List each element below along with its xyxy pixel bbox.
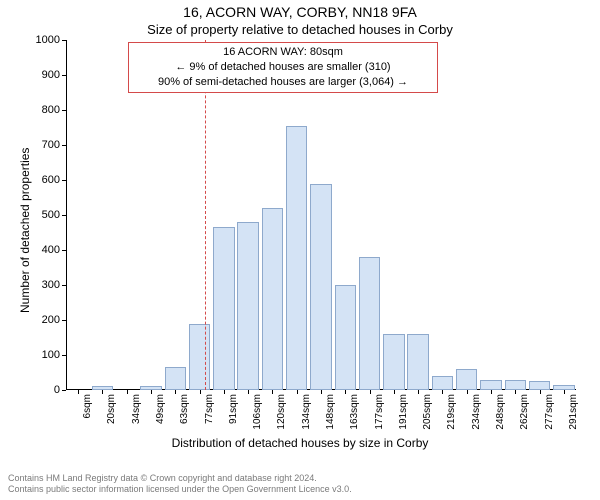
y-tick-mark	[62, 250, 66, 251]
histogram-bar	[335, 285, 356, 390]
x-tick-mark	[467, 390, 468, 394]
x-tick-label: 191sqm	[398, 394, 409, 430]
y-tick-mark	[62, 320, 66, 321]
x-tick-label: 248sqm	[495, 394, 506, 430]
y-tick-mark	[62, 355, 66, 356]
chart-title-sub: Size of property relative to detached ho…	[0, 22, 600, 37]
x-tick-mark	[297, 390, 298, 394]
x-tick-mark	[248, 390, 249, 394]
chart-title-main: 16, ACORN WAY, CORBY, NN18 9FA	[0, 4, 600, 20]
x-tick-mark	[442, 390, 443, 394]
histogram-bar	[165, 367, 186, 390]
x-tick-mark	[491, 390, 492, 394]
x-tick-mark	[151, 390, 152, 394]
x-tick-mark	[321, 390, 322, 394]
y-axis-line	[66, 40, 67, 390]
x-tick-label: 34sqm	[131, 394, 142, 424]
annotation-callout: 16 ACORN WAY: 80sqm ← 9% of detached hou…	[128, 42, 438, 93]
x-tick-mark	[200, 390, 201, 394]
y-tick-mark	[62, 215, 66, 216]
histogram-bar	[262, 208, 283, 390]
x-tick-label: 234sqm	[471, 394, 482, 430]
x-tick-mark	[175, 390, 176, 394]
y-tick-label: 200	[42, 314, 60, 326]
x-tick-mark	[515, 390, 516, 394]
x-tick-label: 277sqm	[544, 394, 555, 430]
histogram-bar	[432, 376, 453, 390]
y-tick-mark	[62, 180, 66, 181]
x-tick-mark	[102, 390, 103, 394]
y-tick-mark	[62, 40, 66, 41]
x-tick-mark	[224, 390, 225, 394]
histogram-bar	[480, 380, 501, 391]
x-tick-label: 120sqm	[276, 394, 287, 430]
y-tick-label: 900	[42, 69, 60, 81]
x-tick-mark	[564, 390, 565, 394]
histogram-bar	[529, 381, 550, 390]
attribution-text: Contains HM Land Registry data © Crown c…	[8, 473, 352, 496]
x-axis-label: Distribution of detached houses by size …	[0, 436, 600, 450]
y-axis-label: Number of detached properties	[18, 148, 32, 313]
x-tick-mark	[272, 390, 273, 394]
y-tick-label: 100	[42, 349, 60, 361]
x-tick-label: 177sqm	[374, 394, 385, 430]
histogram-bar	[189, 324, 210, 391]
x-tick-label: 262sqm	[519, 394, 530, 430]
annotation-line-1: 16 ACORN WAY: 80sqm	[135, 45, 431, 60]
y-tick-label: 500	[42, 209, 60, 221]
histogram-bar	[237, 222, 258, 390]
attribution-line-1: Contains HM Land Registry data © Crown c…	[8, 473, 352, 485]
x-tick-label: 134sqm	[301, 394, 312, 430]
annotation-line-2: ← 9% of detached houses are smaller (310…	[135, 60, 431, 75]
annotation-line-3: 90% of semi-detached houses are larger (…	[135, 75, 431, 90]
attribution-line-2: Contains public sector information licen…	[8, 484, 352, 496]
y-tick-mark	[62, 75, 66, 76]
x-tick-label: 63sqm	[179, 394, 190, 424]
histogram-bar	[407, 334, 428, 390]
y-tick-label: 700	[42, 139, 60, 151]
x-tick-label: 106sqm	[252, 394, 263, 430]
x-tick-mark	[127, 390, 128, 394]
histogram-bar	[213, 227, 234, 390]
x-tick-mark	[418, 390, 419, 394]
x-tick-mark	[345, 390, 346, 394]
y-tick-mark	[62, 285, 66, 286]
histogram-bar	[359, 257, 380, 390]
histogram-bar	[383, 334, 404, 390]
histogram-bar	[505, 380, 526, 391]
y-tick-label: 300	[42, 279, 60, 291]
x-tick-label: 219sqm	[446, 394, 457, 430]
x-tick-label: 91sqm	[228, 394, 239, 424]
y-tick-label: 800	[42, 104, 60, 116]
x-tick-label: 6sqm	[82, 394, 93, 418]
x-tick-mark	[78, 390, 79, 394]
histogram-bar	[456, 369, 477, 390]
x-tick-label: 163sqm	[349, 394, 360, 430]
x-tick-label: 20sqm	[106, 394, 117, 424]
x-tick-label: 49sqm	[155, 394, 166, 424]
y-tick-label: 1000	[36, 34, 60, 46]
y-tick-label: 400	[42, 244, 60, 256]
y-tick-mark	[62, 110, 66, 111]
x-tick-mark	[370, 390, 371, 394]
histogram-bar	[310, 184, 331, 391]
y-tick-mark	[62, 390, 66, 391]
y-tick-mark	[62, 145, 66, 146]
y-tick-label: 600	[42, 174, 60, 186]
histogram-bar	[286, 126, 307, 390]
x-tick-label: 77sqm	[204, 394, 215, 424]
y-tick-label: 0	[54, 384, 60, 396]
x-tick-mark	[540, 390, 541, 394]
x-tick-mark	[394, 390, 395, 394]
x-tick-label: 148sqm	[325, 394, 336, 430]
x-tick-label: 291sqm	[568, 394, 579, 430]
x-tick-label: 205sqm	[422, 394, 433, 430]
